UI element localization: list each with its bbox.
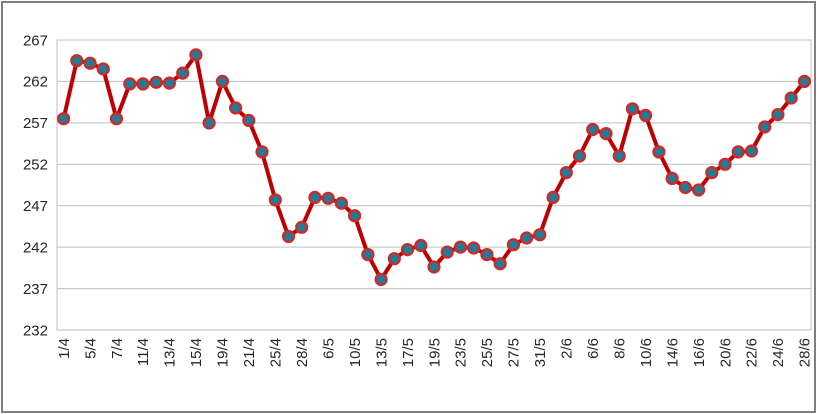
data-point-marker <box>440 245 454 259</box>
x-axis-tick-label: 25/4 <box>268 338 285 367</box>
x-axis-tick-label: 7/4 <box>109 338 126 359</box>
data-point-marker <box>176 66 190 80</box>
data-point-marker <box>625 102 640 116</box>
data-point-marker <box>281 229 296 244</box>
data-point-marker <box>559 166 573 180</box>
data-point-marker <box>453 240 468 254</box>
x-axis-tick-label: 13/5 <box>373 338 390 367</box>
x-axis-tick-label: 1/4 <box>56 338 73 359</box>
data-point-marker <box>467 241 481 255</box>
x-axis-tick-label: 22/6 <box>744 338 761 367</box>
x-axis-tick-label: 16/6 <box>691 338 708 367</box>
y-axis-tick-label: 242 <box>23 239 48 256</box>
data-point-marker <box>691 183 706 197</box>
x-axis-tick-label: 15/4 <box>188 338 205 367</box>
data-point-marker <box>136 77 150 91</box>
plot-area-border <box>56 39 812 331</box>
x-axis-tick-label: 11/4 <box>135 338 152 366</box>
x-axis-tick-label: 24/6 <box>770 338 787 367</box>
x-axis-tick-label: 6/6 <box>585 338 602 359</box>
data-point-marker <box>744 144 759 158</box>
data-point-marker <box>758 120 772 134</box>
data-point-marker <box>215 74 230 89</box>
data-point-marker <box>109 112 124 126</box>
x-axis-tick-label: 25/5 <box>479 338 496 367</box>
y-axis-tick-label: 267 <box>23 32 48 49</box>
data-point-marker <box>678 180 692 195</box>
data-point-marker <box>546 190 560 205</box>
data-point-marker <box>705 166 719 180</box>
data-point-marker <box>70 54 84 68</box>
data-point-marker <box>149 75 163 89</box>
data-point-marker <box>493 257 507 271</box>
x-axis-tick-label: 27/5 <box>506 338 523 367</box>
x-axis-tick-label: 20/6 <box>717 338 734 367</box>
data-point-marker <box>255 145 269 159</box>
data-point-marker <box>96 62 110 76</box>
data-point-marker <box>665 171 679 186</box>
y-axis-tick-label: 232 <box>23 322 48 339</box>
data-point-marker <box>599 127 613 141</box>
data-point-marker <box>308 190 322 205</box>
data-point-marker <box>427 260 441 274</box>
x-axis-tick-label: 19/4 <box>215 338 232 367</box>
x-axis-tick-label: 8/6 <box>611 338 628 359</box>
data-point-marker <box>731 145 745 159</box>
data-point-marker <box>361 248 375 262</box>
data-point-marker <box>797 74 812 89</box>
x-axis-tick-label: 23/5 <box>453 338 470 367</box>
data-point-marker <box>321 191 335 205</box>
data-point-marker <box>519 231 534 245</box>
data-point-marker <box>242 113 256 128</box>
y-axis-tick-label: 252 <box>23 157 48 174</box>
data-point-marker <box>480 248 494 262</box>
data-point-marker <box>295 220 309 234</box>
x-axis-tick-label: 28/4 <box>294 338 311 367</box>
data-point-marker <box>586 122 600 137</box>
x-axis-tick-label: 6/5 <box>320 338 337 359</box>
data-point-marker <box>718 157 732 171</box>
data-point-marker <box>771 107 785 122</box>
data-point-marker <box>572 149 587 163</box>
y-axis-tick-label: 237 <box>23 281 48 298</box>
data-point-marker <box>387 252 401 266</box>
data-point-marker <box>334 196 349 210</box>
data-point-marker <box>533 228 547 242</box>
data-point-marker <box>784 91 798 105</box>
data-point-marker <box>189 48 203 62</box>
x-axis-tick-label: 13/4 <box>162 338 179 367</box>
x-axis-tick-label: 28/6 <box>797 338 814 367</box>
data-point-marker <box>414 238 428 253</box>
x-axis-tick-label: 14/6 <box>664 338 681 367</box>
data-point-marker <box>400 243 415 257</box>
x-axis-tick-label: 17/5 <box>400 338 417 367</box>
price-line <box>61 52 807 282</box>
data-point-marker <box>374 272 388 287</box>
data-point-marker <box>612 149 626 163</box>
x-axis-tick-label: 31/5 <box>532 338 549 367</box>
data-point-marker <box>268 193 282 207</box>
data-point-marker <box>123 77 137 91</box>
x-axis-tick-label: 21/4 <box>241 338 258 367</box>
data-point-marker <box>83 56 97 70</box>
x-axis-tick-label: 10/6 <box>638 338 655 367</box>
y-axis-tick-label: 247 <box>23 198 48 215</box>
x-axis-tick-label: 10/5 <box>347 338 364 367</box>
x-axis-tick-label: 2/6 <box>559 338 576 359</box>
data-point-marker <box>652 145 666 159</box>
data-point-marker <box>638 108 653 123</box>
x-axis-tick-label: 5/4 <box>82 338 99 359</box>
data-point-marker <box>506 238 521 252</box>
x-axis-tick-label: 19/5 <box>426 338 443 367</box>
data-point-marker <box>229 101 243 115</box>
y-axis-tick-label: 257 <box>23 115 48 132</box>
data-point-marker <box>56 112 71 126</box>
data-point-marker <box>202 116 216 130</box>
y-axis-tick-label: 262 <box>23 74 48 91</box>
data-point-marker <box>162 76 177 90</box>
data-point-marker <box>348 209 362 223</box>
